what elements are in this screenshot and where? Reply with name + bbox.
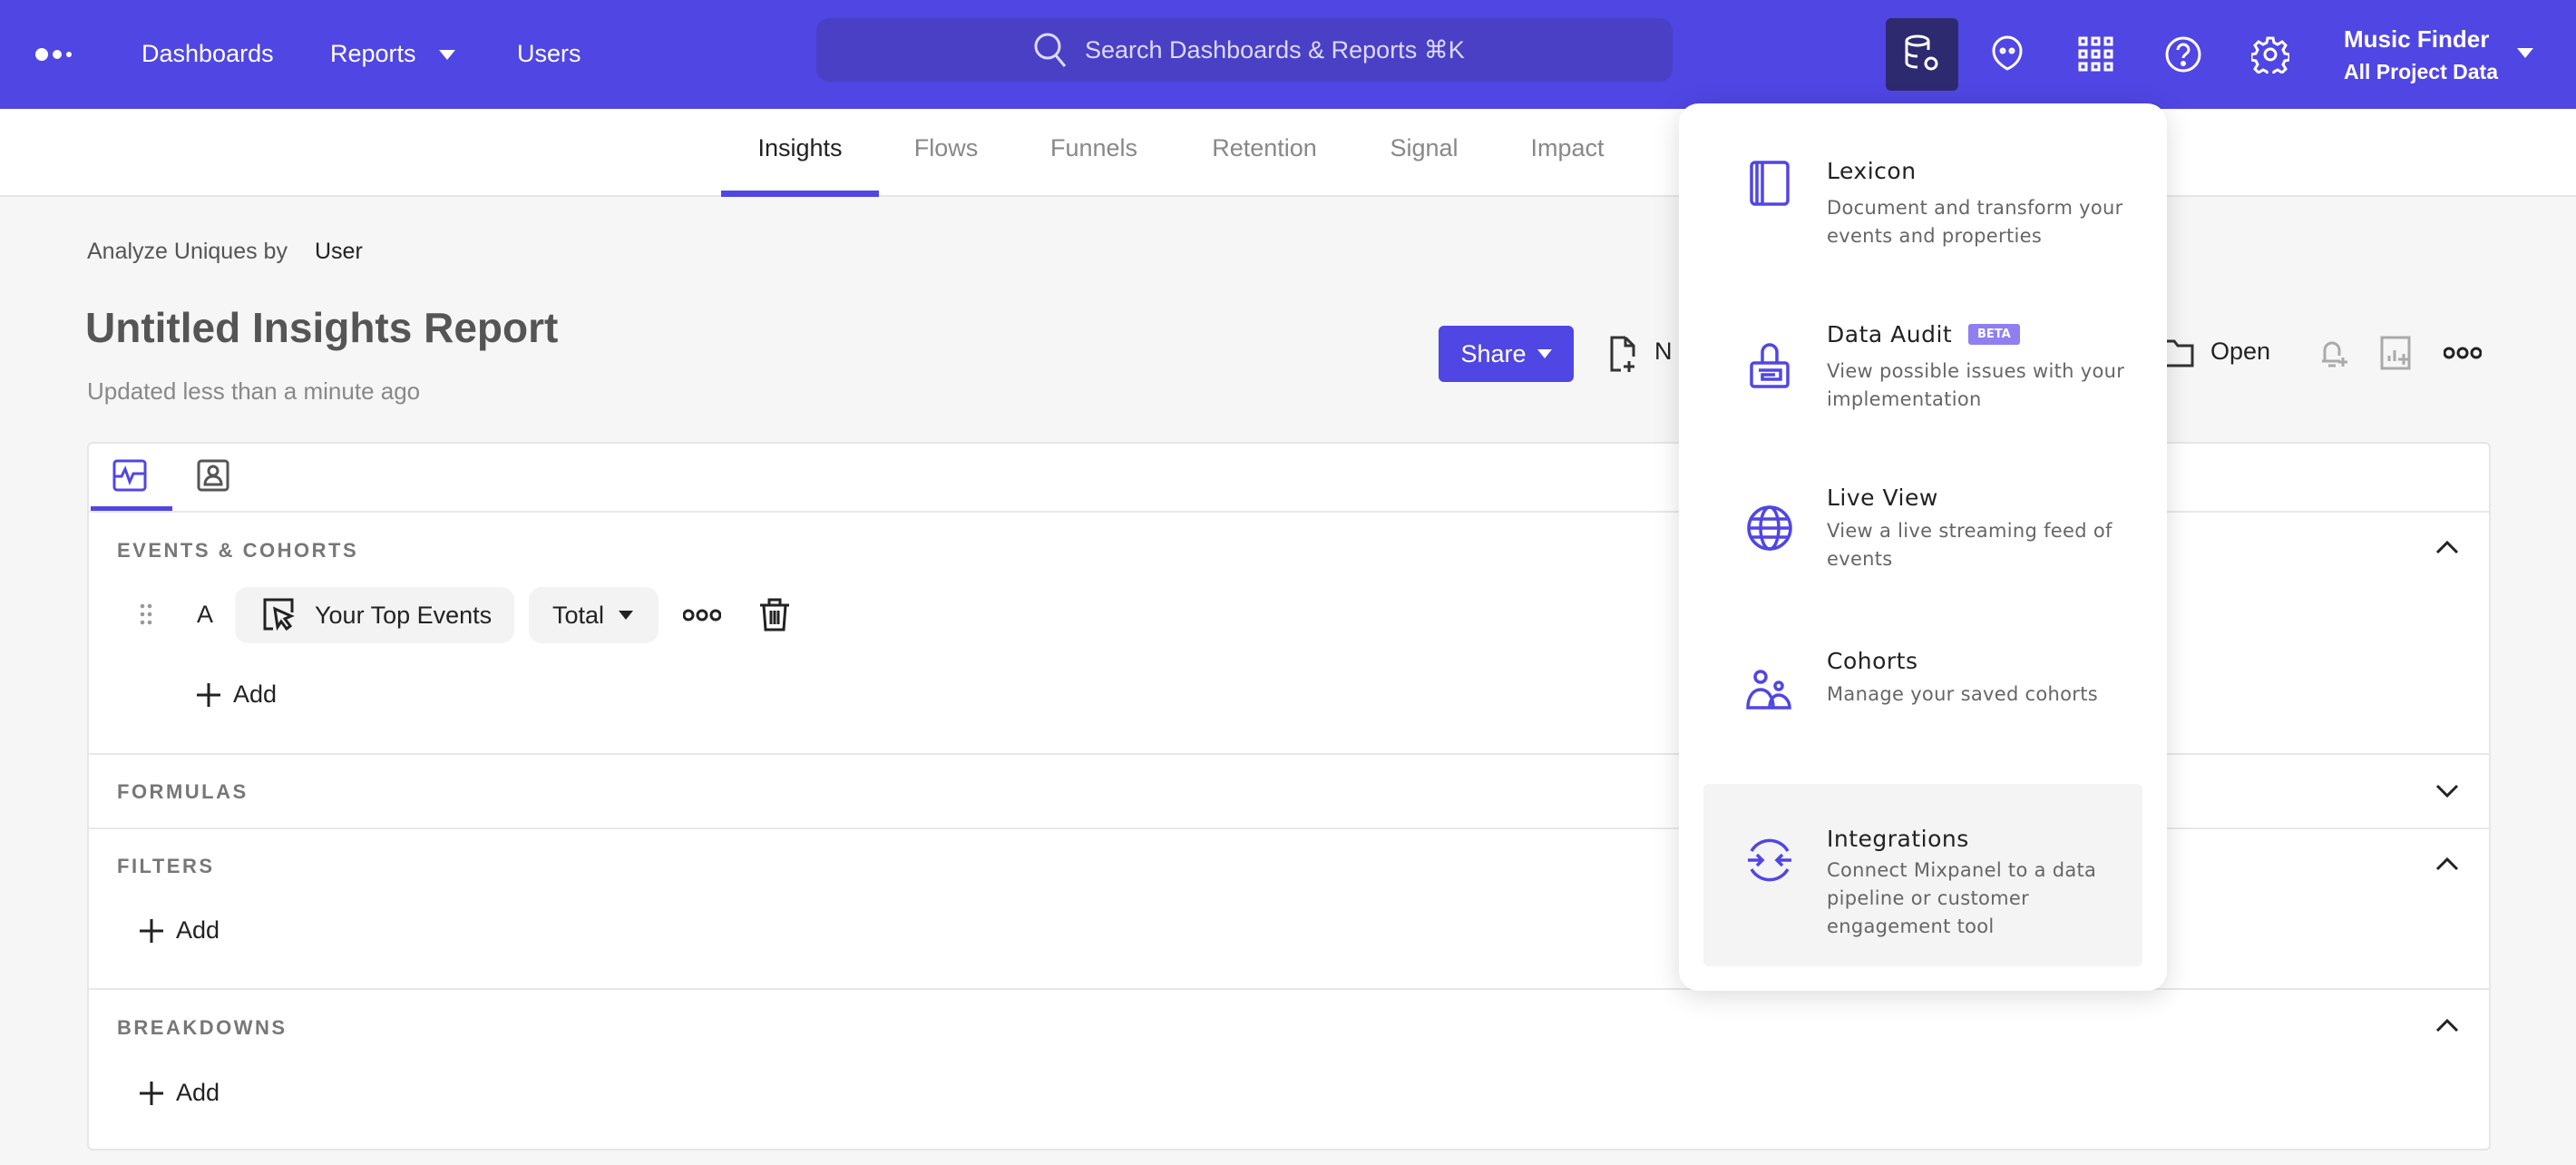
- drag-handle-icon[interactable]: [140, 603, 152, 630]
- divider: [87, 511, 2491, 513]
- apps-button[interactable]: [2060, 18, 2132, 91]
- menu-item-description: View a live streaming feed of events: [1827, 520, 2113, 570]
- menu-item-integrations[interactable]: Integrations Connect Mixpanel to a data …: [1703, 784, 2142, 966]
- data-audit-lock-icon: [1750, 343, 1790, 388]
- share-label: Share: [1460, 339, 1527, 367]
- project-caret-icon[interactable]: [2517, 47, 2533, 64]
- filters-label: FILTERS: [117, 855, 215, 877]
- caret-down-icon: [619, 611, 634, 620]
- project-scope[interactable]: All Project Data: [2344, 60, 2498, 83]
- more-options-icon[interactable]: [2443, 345, 2483, 366]
- user-profile-tab-icon[interactable]: [197, 459, 229, 496]
- new-file-icon: [1610, 336, 1635, 372]
- analyze-by-selector[interactable]: User: [315, 239, 363, 264]
- series-letter: A: [197, 601, 214, 628]
- formulas-label[interactable]: FORMULAS: [117, 780, 249, 803]
- open-folder-icon[interactable]: [2163, 338, 2194, 373]
- measure-label: Total: [552, 601, 605, 629]
- report-title[interactable]: Untitled Insights Report: [85, 304, 559, 351]
- alert-bell-icon[interactable]: [2317, 336, 2350, 375]
- settings-button[interactable]: [2234, 18, 2307, 91]
- settings-icon: [2251, 36, 2289, 73]
- share-button[interactable]: Share: [1439, 326, 1574, 382]
- tab-funnels[interactable]: Funnels: [1049, 134, 1138, 162]
- divider: [87, 827, 2491, 829]
- new-report-button[interactable]: [1609, 336, 1636, 377]
- series-more-icon[interactable]: [682, 607, 722, 628]
- delete-trash-icon[interactable]: [758, 597, 791, 636]
- integrations-icon: [1748, 838, 1791, 882]
- menu-item-description: View possible issues with your implement…: [1827, 360, 2125, 410]
- data-management-button[interactable]: [1886, 18, 1958, 91]
- menu-item-title: Data Audit: [1827, 321, 1953, 348]
- add-label: Add: [176, 1079, 220, 1106]
- event-selector[interactable]: Your Top Events: [235, 587, 514, 643]
- logo[interactable]: [34, 45, 78, 64]
- insights-chart-tab-icon[interactable]: [112, 459, 147, 496]
- book-icon: [1750, 161, 1790, 206]
- add-breakdown-button[interactable]: Add: [140, 1079, 220, 1107]
- open-button[interactable]: Open: [2210, 338, 2271, 365]
- events-cohorts-label: EVENTS & COHORTS: [117, 539, 359, 562]
- expand-formulas-icon[interactable]: [2435, 784, 2459, 803]
- add-event-button[interactable]: Add: [197, 680, 277, 709]
- apps-grid-icon: [2078, 36, 2113, 72]
- cursor-click-icon: [263, 598, 295, 631]
- reports-caret-icon[interactable]: [439, 49, 455, 65]
- tab-flows[interactable]: Flows: [913, 134, 979, 162]
- add-label: Add: [233, 680, 278, 708]
- updated-status: Updated less than a minute ago: [87, 377, 421, 405]
- collapse-events-icon[interactable]: [2435, 540, 2459, 559]
- menu-item-description: Connect Mixpanel to a data pipeline or c…: [1827, 859, 2097, 937]
- active-tab-indicator: [721, 191, 879, 197]
- add-label: Add: [176, 916, 220, 944]
- divider: [87, 988, 2491, 990]
- menu-item-title: Lexicon: [1827, 158, 1917, 184]
- menu-item-title: Integrations: [1827, 826, 1969, 852]
- plus-icon: [140, 1081, 163, 1105]
- search-input[interactable]: Search Dashboards & Reports ⌘K: [816, 18, 1673, 82]
- new-label[interactable]: N: [1654, 338, 1673, 365]
- menu-item-title: Live View: [1827, 485, 1938, 511]
- menu-item-cohorts[interactable]: Cohorts Manage your saved cohorts: [1679, 648, 2167, 757]
- divider: [87, 753, 2491, 755]
- project-name[interactable]: Music Finder: [2344, 25, 2490, 53]
- cohorts-people-icon: [1746, 670, 1791, 710]
- plus-icon: [140, 918, 163, 943]
- help-button[interactable]: [2147, 18, 2220, 91]
- chat-icon: [1992, 35, 2023, 71]
- tab-insights[interactable]: Insights: [757, 134, 843, 162]
- nav-dashboards[interactable]: Dashboards: [141, 40, 274, 67]
- menu-item-live-view[interactable]: Live View View a live streaming feed of …: [1679, 485, 2167, 621]
- menu-item-data-audit[interactable]: Data Audit BETA View possible issues wit…: [1679, 321, 2167, 457]
- caret-down-icon: [1537, 349, 1552, 358]
- analyze-prefix: Analyze Uniques by: [87, 239, 288, 264]
- plus-icon: [197, 682, 220, 707]
- search-icon: [1034, 33, 1067, 67]
- breakdowns-label: BREAKDOWNS: [117, 1016, 288, 1039]
- menu-item-description: Document and transform your events and p…: [1827, 197, 2123, 247]
- data-management-menu: Lexicon Document and transform your even…: [1679, 103, 2167, 991]
- tab-retention[interactable]: Retention: [1212, 134, 1317, 162]
- tab-signal[interactable]: Signal: [1390, 134, 1459, 162]
- menu-item-lexicon[interactable]: Lexicon Document and transform your even…: [1679, 158, 2167, 294]
- collapse-breakdowns-icon[interactable]: [2435, 1018, 2459, 1037]
- beta-badge: BETA: [1968, 324, 2020, 345]
- globe-icon: [1747, 505, 1792, 551]
- help-icon: [2165, 36, 2201, 73]
- menu-item-description: Manage your saved cohorts: [1827, 683, 2099, 705]
- add-to-dashboard-icon[interactable]: [2380, 336, 2415, 375]
- nav-reports[interactable]: Reports: [330, 40, 416, 67]
- card-tab-indicator: [91, 506, 172, 511]
- nav-users[interactable]: Users: [517, 40, 581, 67]
- add-filter-button[interactable]: Add: [140, 916, 220, 945]
- search-placeholder: Search Dashboards & Reports ⌘K: [1085, 36, 1465, 64]
- tab-impact[interactable]: Impact: [1530, 134, 1605, 162]
- data-management-icon: [1905, 34, 1938, 71]
- measure-dropdown[interactable]: Total: [529, 587, 659, 643]
- collapse-filters-icon[interactable]: [2435, 857, 2459, 876]
- chat-button[interactable]: [1971, 18, 2044, 91]
- event-name: Your Top Events: [315, 601, 493, 629]
- menu-item-title: Cohorts: [1827, 648, 1918, 674]
